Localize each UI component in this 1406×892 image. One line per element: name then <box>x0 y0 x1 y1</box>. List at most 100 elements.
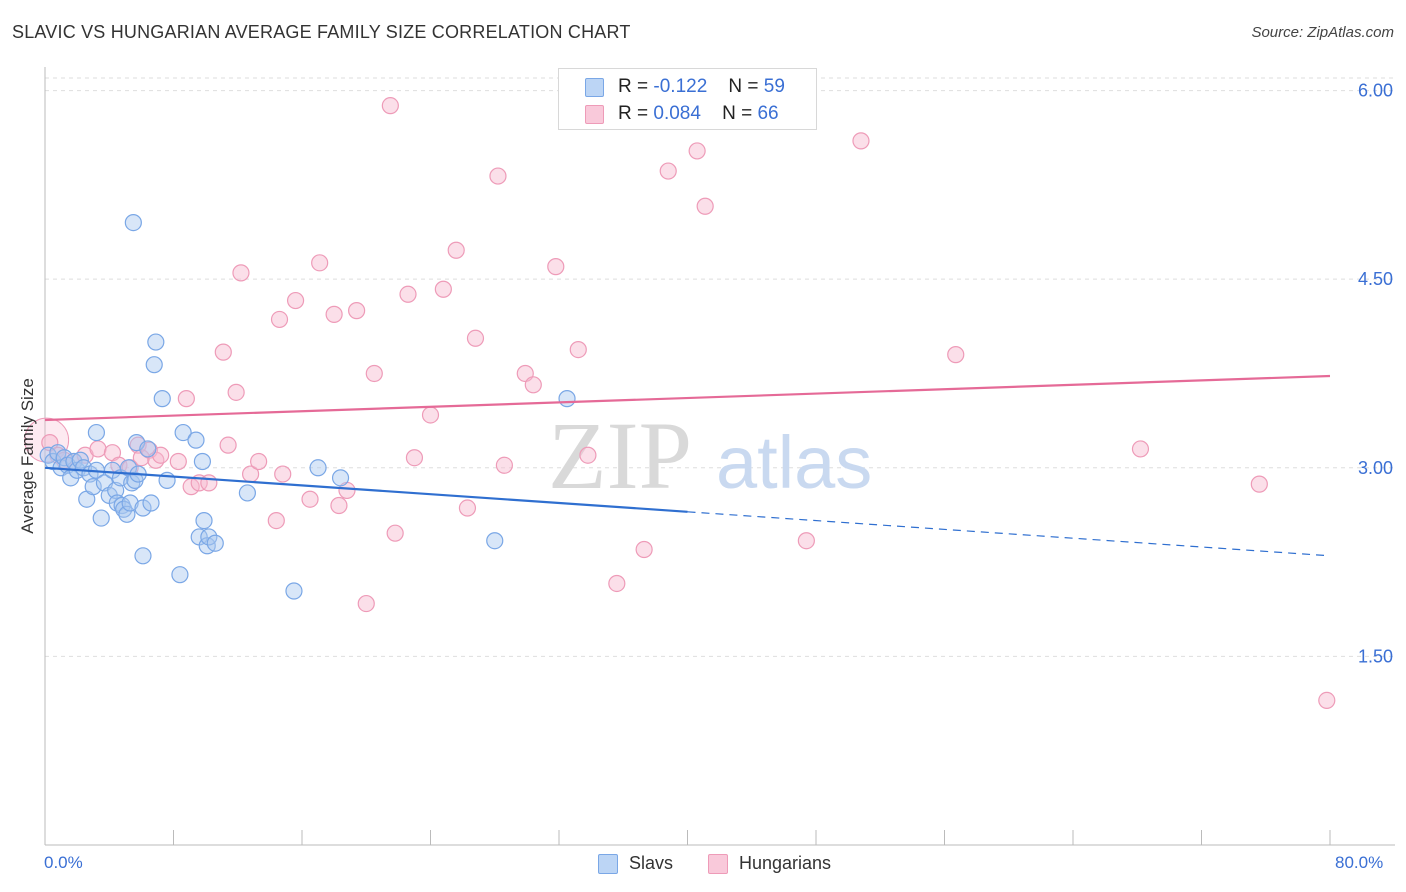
legend-hungarians-r: 0.084 <box>653 103 701 124</box>
source-label: Source: ZipAtlas.com <box>1251 24 1394 41</box>
slavs-point-48 <box>200 528 218 546</box>
grid-layer <box>45 77 1395 657</box>
hungarians-point-63 <box>1318 691 1336 710</box>
hungarians-point-55 <box>659 162 677 180</box>
slavs-point-55 <box>558 390 576 408</box>
slavs-legend-label: Slavs <box>629 853 674 873</box>
hungarians-point-35 <box>357 594 375 613</box>
hungarians-point-29 <box>301 490 319 508</box>
y-tick-label-1: 3.00 <box>1358 458 1393 478</box>
slavs-point-27 <box>121 494 139 512</box>
slavs-trend-extension <box>687 511 1331 557</box>
hungarians-point-37 <box>381 97 399 115</box>
slavs-point-25 <box>118 505 136 523</box>
hungarians-point-24 <box>250 452 268 471</box>
slavs-point-37 <box>145 356 163 374</box>
x-tick-label-max: 80.0% <box>1335 853 1384 872</box>
hungarians-point-32 <box>330 496 348 515</box>
hungarians-point-42 <box>434 280 452 298</box>
slavs-point-51 <box>285 582 303 600</box>
hungarians-legend-label: Hungarians <box>739 853 832 873</box>
slavs-legend-swatch <box>598 854 618 874</box>
slavs-point-20 <box>107 481 125 500</box>
hungarians-point-30 <box>311 254 329 272</box>
slavs-point-46 <box>195 511 213 530</box>
hungarians-point-39 <box>399 285 417 303</box>
y-axis-label: Average Family Size <box>18 378 37 534</box>
legend-hungarians-n: 66 <box>757 103 779 124</box>
hungarians-point-60 <box>947 346 965 364</box>
slavs-point-49 <box>206 534 224 552</box>
hungarians-point-56 <box>688 142 706 160</box>
hungarians-trend-line <box>44 374 1331 422</box>
trend-layer <box>44 374 1331 557</box>
y-tick-labels: 1.50 3.00 4.50 6.00 <box>1358 81 1393 667</box>
slavs-point-54 <box>486 532 504 550</box>
hungarians-point-49 <box>524 376 542 394</box>
hungarians-swatch <box>585 105 604 124</box>
slavs-point-39 <box>153 390 171 408</box>
hungarians-point-28 <box>286 291 305 310</box>
y-tick-label-2: 4.50 <box>1358 269 1393 289</box>
hungarians-point-41 <box>421 406 440 424</box>
slavs-point-38 <box>147 333 165 351</box>
hungarians-point-45 <box>466 329 485 347</box>
hungarians-point-34 <box>348 302 366 320</box>
hungarians-point-51 <box>569 340 587 359</box>
hungarians-point-38 <box>386 524 404 542</box>
legend-slavs-n: 59 <box>763 76 785 97</box>
hungarians-point-62 <box>1250 475 1268 493</box>
slavs-point-52 <box>309 459 327 477</box>
slavs-point-29 <box>124 213 142 232</box>
slavs-trend-line <box>44 466 688 513</box>
hungarians-point-59 <box>852 132 870 150</box>
correlation-legend: R = -0.122 N = 59 R = 0.084 N = 66 <box>558 68 817 130</box>
legend-slavs-r: -0.122 <box>653 76 708 97</box>
hungarians-point-54 <box>635 540 653 559</box>
y-tick-label-0: 1.50 <box>1358 646 1393 666</box>
hungarians-point-52 <box>579 446 597 464</box>
hungarians-point-27 <box>274 465 292 483</box>
hungarians-point-57 <box>696 197 714 215</box>
hungarians-point-40 <box>405 449 424 467</box>
slavs-point-36 <box>142 494 160 512</box>
hungarians-point-43 <box>447 241 465 259</box>
hungarians-point-47 <box>495 456 513 474</box>
hungarians-point-15 <box>177 390 195 408</box>
legend-hungarians-text: R = 0.084 N = 66 <box>618 103 779 125</box>
hungarians-point-21 <box>227 383 245 401</box>
hungarians-point-46 <box>489 167 507 185</box>
hungarians-point-26 <box>270 310 289 329</box>
slavs-point-24 <box>115 500 133 518</box>
legend-r-label: R = <box>618 103 649 124</box>
watermark-atlas: atlas <box>716 421 872 504</box>
hungarians-point-5 <box>89 440 107 458</box>
hungarians-point-25 <box>267 511 285 530</box>
watermark: ZIP atlas <box>548 402 872 509</box>
slavs-swatch <box>585 78 604 97</box>
axis-layer <box>44 67 1395 846</box>
watermark-zip: ZIP <box>548 402 692 509</box>
y-tick-label-3: 6.00 <box>1358 81 1393 101</box>
hungarians-point-36 <box>365 364 383 383</box>
slavs-point-16 <box>92 509 110 527</box>
hungarians-point-44 <box>458 499 477 517</box>
hungarians-point-61 <box>1131 440 1150 458</box>
slavs-point-35 <box>139 440 157 458</box>
slavs-point-28 <box>123 474 141 492</box>
hungarians-point-20 <box>219 436 237 454</box>
slavs-point-41 <box>171 566 189 584</box>
slavs-point-34 <box>134 547 152 565</box>
hungarians-point-18 <box>200 474 218 492</box>
hungarians-point-22 <box>232 264 250 282</box>
chart-title: SLAVIC VS HUNGARIAN AVERAGE FAMILY SIZE … <box>12 22 631 42</box>
hungarians-point-14 <box>169 452 187 471</box>
legend-n-label: N = <box>728 76 759 97</box>
slavs-point-21 <box>108 494 126 512</box>
points-layer <box>24 97 1336 710</box>
slavs-point-45 <box>193 452 212 471</box>
slavs-point-43 <box>187 431 205 449</box>
slavs-point-13 <box>84 478 102 496</box>
x-tick-label-min: 0.0% <box>44 853 83 872</box>
